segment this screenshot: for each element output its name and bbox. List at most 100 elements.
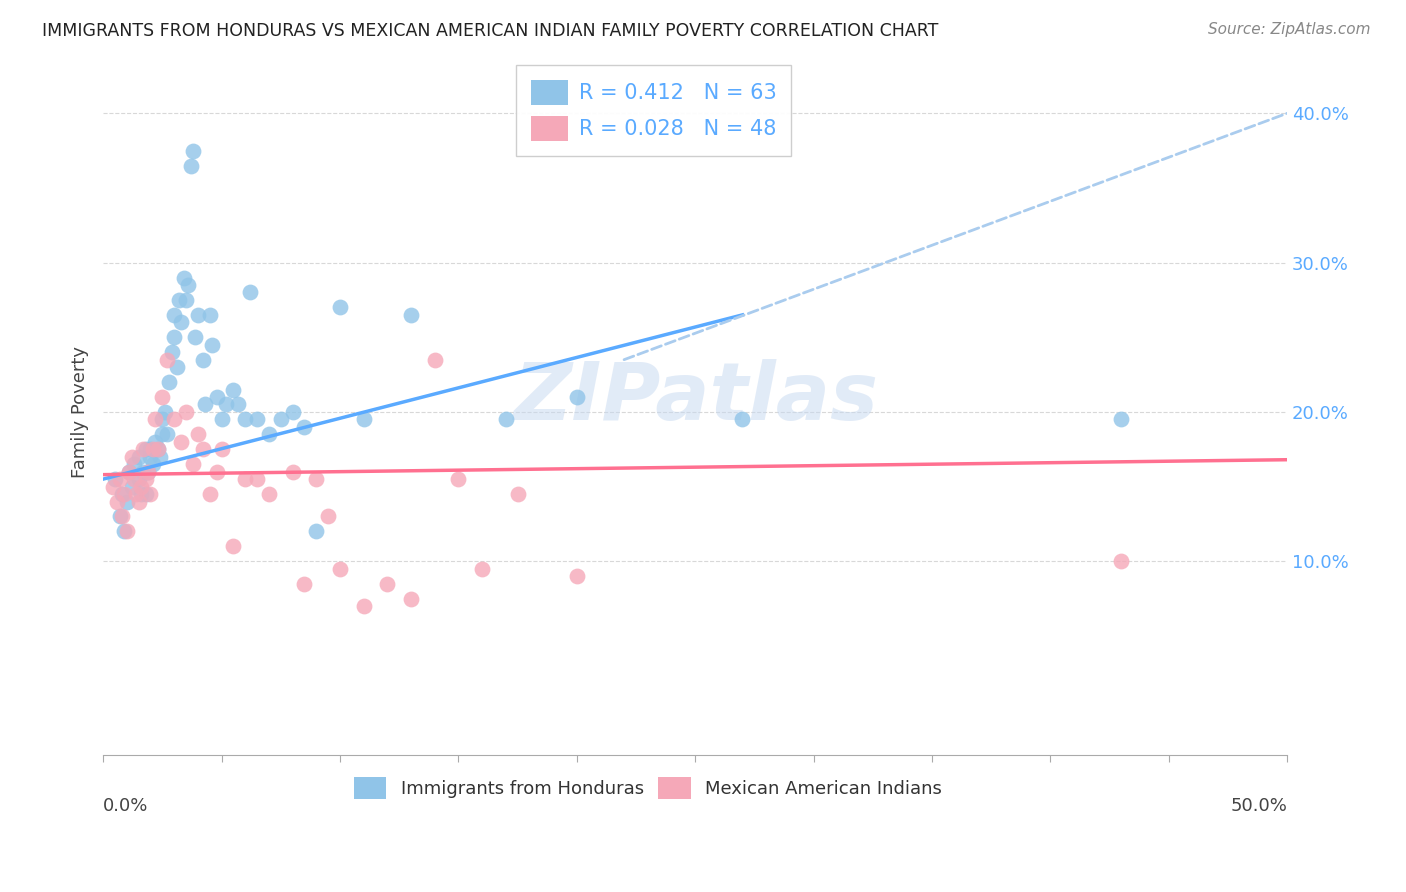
Point bbox=[191, 442, 214, 457]
Point bbox=[150, 412, 173, 426]
Point bbox=[111, 487, 134, 501]
Point bbox=[101, 480, 124, 494]
Point bbox=[146, 442, 169, 457]
Y-axis label: Family Poverty: Family Poverty bbox=[72, 346, 89, 478]
Point bbox=[115, 524, 138, 539]
Text: IMMIGRANTS FROM HONDURAS VS MEXICAN AMERICAN INDIAN FAMILY POVERTY CORRELATION C: IMMIGRANTS FROM HONDURAS VS MEXICAN AMER… bbox=[42, 22, 939, 40]
Point bbox=[114, 487, 136, 501]
Point bbox=[281, 405, 304, 419]
Point bbox=[399, 591, 422, 606]
Point bbox=[205, 390, 228, 404]
Point bbox=[239, 285, 262, 300]
Point bbox=[163, 308, 186, 322]
Point bbox=[156, 427, 179, 442]
Point bbox=[121, 450, 143, 464]
Text: 0.0%: 0.0% bbox=[103, 797, 149, 814]
Point bbox=[181, 144, 204, 158]
Point bbox=[139, 442, 162, 457]
Point bbox=[353, 412, 375, 426]
Point bbox=[198, 308, 221, 322]
Point bbox=[246, 472, 269, 486]
Point bbox=[731, 412, 754, 426]
Point bbox=[128, 450, 150, 464]
Point bbox=[174, 293, 197, 307]
Point bbox=[222, 539, 245, 553]
Point bbox=[118, 465, 141, 479]
Point bbox=[136, 465, 159, 479]
Point bbox=[135, 472, 157, 486]
Point bbox=[149, 450, 172, 464]
Point bbox=[170, 315, 193, 329]
Text: Source: ZipAtlas.com: Source: ZipAtlas.com bbox=[1208, 22, 1371, 37]
Point bbox=[139, 487, 162, 501]
Point bbox=[233, 412, 256, 426]
Point bbox=[187, 308, 209, 322]
Point bbox=[316, 509, 339, 524]
Point bbox=[447, 472, 470, 486]
Point bbox=[121, 480, 143, 494]
Point bbox=[180, 159, 202, 173]
Point bbox=[128, 494, 150, 508]
Point bbox=[423, 352, 446, 367]
Point bbox=[329, 562, 352, 576]
Point bbox=[173, 270, 195, 285]
Point bbox=[108, 509, 131, 524]
Point bbox=[135, 487, 157, 501]
Point bbox=[211, 442, 233, 457]
Legend: Immigrants from Honduras, Mexican American Indians: Immigrants from Honduras, Mexican Americ… bbox=[344, 768, 950, 808]
Point bbox=[156, 352, 179, 367]
Point bbox=[305, 472, 328, 486]
Point bbox=[257, 427, 280, 442]
Point bbox=[129, 480, 152, 494]
Point bbox=[132, 442, 155, 457]
Point bbox=[181, 457, 204, 471]
Point bbox=[187, 427, 209, 442]
Point bbox=[294, 576, 316, 591]
Point bbox=[142, 457, 165, 471]
Point bbox=[191, 352, 214, 367]
Point bbox=[1111, 412, 1133, 426]
Point bbox=[114, 524, 136, 539]
Point bbox=[143, 412, 166, 426]
Point bbox=[471, 562, 494, 576]
Point bbox=[146, 442, 169, 457]
Point bbox=[294, 420, 316, 434]
Point bbox=[118, 465, 141, 479]
Point bbox=[170, 434, 193, 449]
Text: ZIPatlas: ZIPatlas bbox=[513, 359, 877, 437]
Point bbox=[305, 524, 328, 539]
Point bbox=[143, 434, 166, 449]
Point bbox=[495, 412, 517, 426]
Point bbox=[142, 442, 165, 457]
Point bbox=[565, 569, 588, 583]
Point bbox=[257, 487, 280, 501]
Point bbox=[163, 412, 186, 426]
Point bbox=[506, 487, 529, 501]
Point bbox=[226, 397, 249, 411]
Point bbox=[565, 390, 588, 404]
Point bbox=[174, 405, 197, 419]
Point bbox=[139, 450, 162, 464]
Point bbox=[108, 472, 131, 486]
Point bbox=[150, 427, 173, 442]
Point bbox=[136, 465, 159, 479]
Point bbox=[353, 599, 375, 613]
Point bbox=[184, 330, 207, 344]
Point bbox=[166, 360, 188, 375]
Point bbox=[1111, 554, 1133, 568]
Point bbox=[160, 345, 183, 359]
Point bbox=[111, 509, 134, 524]
Point bbox=[122, 457, 145, 471]
Point bbox=[128, 472, 150, 486]
Point bbox=[167, 293, 190, 307]
Point bbox=[159, 375, 181, 389]
Point bbox=[153, 405, 176, 419]
Point bbox=[105, 494, 128, 508]
Point bbox=[375, 576, 398, 591]
Point bbox=[222, 383, 245, 397]
Point bbox=[399, 308, 422, 322]
Point bbox=[329, 301, 352, 315]
Point bbox=[270, 412, 292, 426]
Point bbox=[163, 330, 186, 344]
Point bbox=[211, 412, 233, 426]
